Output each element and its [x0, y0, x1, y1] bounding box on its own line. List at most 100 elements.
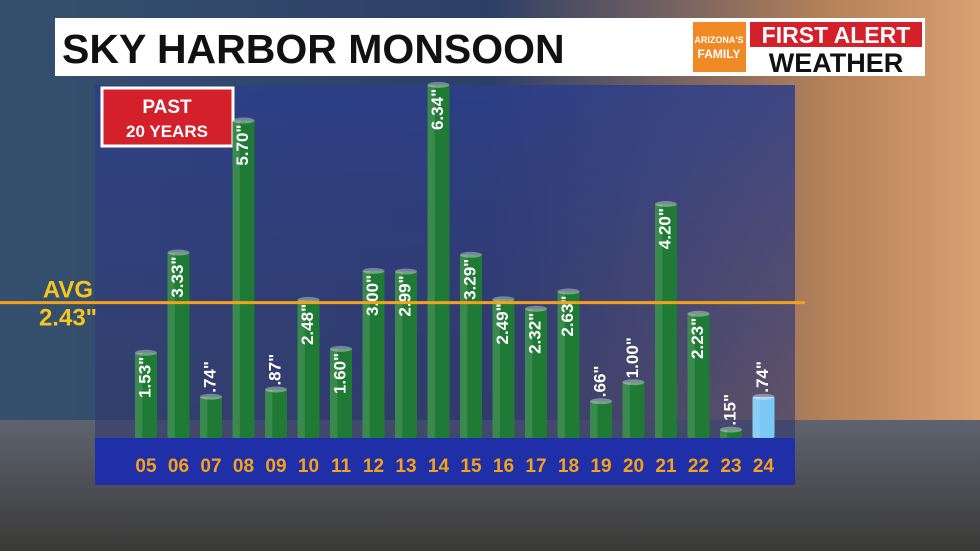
bar [232, 120, 255, 438]
bar [590, 401, 612, 438]
category-floor [95, 438, 795, 485]
bar-cap [200, 393, 222, 400]
bar-shade [655, 204, 663, 438]
bar-cap [265, 386, 287, 393]
bar-cap [395, 268, 417, 275]
bar [655, 204, 677, 438]
x-tick-label: 20 [623, 456, 644, 477]
bar-cap [525, 305, 547, 312]
bar-shade [752, 396, 760, 438]
x-tick-label: 21 [655, 456, 677, 477]
bar [330, 348, 352, 438]
value-label: 3.29" [460, 259, 479, 300]
bar-shade [590, 401, 598, 438]
bar-shade [525, 308, 533, 438]
x-tick-label: 19 [590, 456, 611, 477]
bar-shade [395, 271, 403, 438]
bar [135, 352, 157, 438]
bar-cap [720, 426, 742, 433]
value-label: 1.53" [135, 357, 154, 398]
average-name: AVG [43, 277, 93, 304]
bar-shade [265, 389, 273, 438]
bar [557, 291, 580, 438]
bar-cap [232, 117, 255, 124]
bar-shade [200, 396, 208, 438]
value-label: 2.48" [298, 304, 317, 345]
bar [687, 313, 710, 438]
x-tick-label: 11 [331, 456, 352, 477]
bar [167, 252, 190, 438]
bar [265, 389, 287, 438]
bar-cap [622, 379, 645, 386]
logo-text: ARIZONA'S [694, 35, 743, 45]
value-label: 2.99" [395, 275, 414, 316]
bar [427, 84, 450, 438]
bar-shade [427, 84, 435, 438]
value-label: 2.23" [688, 318, 707, 359]
bar-shade [330, 348, 338, 438]
bar-cap [590, 398, 612, 405]
value-label: 1.60" [330, 353, 349, 394]
banner-text: WEATHER [769, 48, 904, 78]
bar-cap [167, 249, 190, 256]
x-tick-label: 24 [753, 456, 775, 477]
x-tick-label: 23 [720, 456, 741, 477]
average-label: 2.43" [39, 305, 97, 332]
bar-cap [427, 81, 450, 88]
bar-cap [557, 288, 580, 295]
bar-cap [362, 267, 385, 274]
bar-shade [362, 270, 370, 438]
x-tick-label: 13 [395, 456, 416, 477]
x-tick-label: 15 [460, 456, 482, 477]
badge [100, 86, 235, 148]
value-label: .87" [265, 354, 284, 386]
bar-cap [687, 310, 710, 317]
bar-shade [460, 254, 468, 438]
bar [200, 396, 222, 438]
value-label: 3.00" [363, 275, 382, 316]
bar-shade [135, 352, 143, 438]
bar-shade [687, 313, 695, 438]
bar [622, 382, 645, 438]
x-tick-label: 05 [135, 456, 157, 477]
bar-shade [492, 299, 500, 438]
x-tick-label: 12 [363, 456, 384, 477]
bar-shade [720, 429, 728, 438]
value-label: 2.63" [558, 296, 577, 337]
bar-shade [167, 252, 175, 438]
bar [492, 299, 515, 438]
bar-cap [492, 296, 515, 303]
bar [395, 271, 417, 438]
bar [752, 396, 775, 438]
x-tick-label: 06 [168, 456, 189, 477]
value-label: .74" [753, 361, 772, 393]
x-tick-label: 16 [493, 456, 514, 477]
bar [362, 270, 385, 438]
bar-shade [557, 291, 565, 438]
value-label: .66" [590, 366, 609, 398]
bar [297, 299, 320, 438]
badge-text: 20 YEARS [126, 122, 208, 141]
logo-box [693, 22, 746, 72]
bar [460, 254, 482, 438]
bar [525, 308, 547, 438]
bar-cap [135, 349, 157, 356]
x-tick-label: 18 [558, 456, 579, 477]
value-label: .15" [720, 394, 739, 426]
bar-cap [752, 393, 775, 400]
x-tick-label: 07 [200, 456, 221, 477]
banner-box [750, 22, 922, 47]
x-tick-label: 10 [298, 456, 319, 477]
bar-shade [232, 120, 240, 438]
value-label: 2.32" [525, 313, 544, 354]
bar-shade [622, 382, 630, 438]
bar-cap [655, 201, 677, 208]
value-label: .74" [200, 361, 219, 393]
bar-cap [330, 345, 352, 352]
value-label: 5.70" [233, 125, 252, 166]
x-tick-label: 17 [525, 456, 546, 477]
x-tick-label: 09 [265, 456, 286, 477]
bar-cap [460, 251, 482, 258]
